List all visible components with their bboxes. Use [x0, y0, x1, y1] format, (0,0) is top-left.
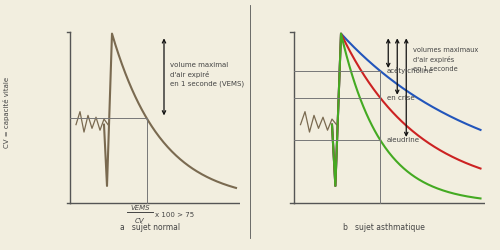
Text: a   sujet normal: a sujet normal: [120, 224, 180, 232]
Text: aleudrine: aleudrine: [387, 137, 420, 143]
Text: b   sujet asthmatique: b sujet asthmatique: [343, 224, 424, 232]
Text: x 100 > 75: x 100 > 75: [155, 212, 194, 218]
Text: acétylcholine: acétylcholine: [387, 67, 434, 74]
Text: volume maximal
d'air expiré
en 1 seconde (VEMS): volume maximal d'air expiré en 1 seconde…: [170, 62, 244, 87]
Text: en crise: en crise: [387, 94, 414, 100]
Text: CV = capacité vitale: CV = capacité vitale: [2, 77, 10, 148]
Text: volumes maximaux
d'air expirés
en 1 seconde: volumes maximaux d'air expirés en 1 seco…: [413, 48, 478, 72]
Text: VEMS: VEMS: [130, 205, 150, 211]
Text: CV: CV: [135, 218, 145, 224]
